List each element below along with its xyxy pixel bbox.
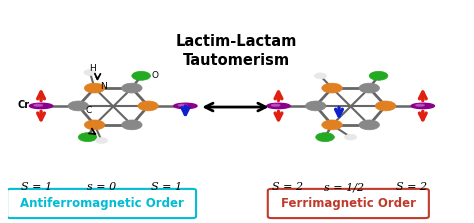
Circle shape	[122, 83, 142, 93]
Circle shape	[314, 73, 327, 79]
Ellipse shape	[178, 104, 187, 106]
Text: S = 2: S = 2	[396, 182, 427, 192]
Circle shape	[68, 101, 89, 111]
Text: S = 2: S = 2	[272, 182, 303, 192]
Text: S = 1: S = 1	[21, 182, 52, 192]
Text: S = 1: S = 1	[151, 182, 182, 192]
Circle shape	[322, 120, 342, 130]
Text: s = 0: s = 0	[87, 182, 116, 192]
Circle shape	[322, 83, 342, 93]
Text: Lactim-Lactam
Tautomerism: Lactim-Lactam Tautomerism	[176, 35, 297, 68]
Circle shape	[84, 83, 105, 93]
Text: Ferrimagnetic Order: Ferrimagnetic Order	[281, 197, 416, 210]
Ellipse shape	[272, 104, 280, 106]
Ellipse shape	[411, 103, 435, 109]
Circle shape	[84, 120, 105, 130]
Text: N: N	[100, 83, 107, 91]
FancyBboxPatch shape	[7, 189, 196, 218]
Circle shape	[84, 70, 96, 75]
Ellipse shape	[34, 104, 43, 106]
Circle shape	[138, 101, 158, 111]
Ellipse shape	[174, 103, 197, 109]
Text: Antiferromagnetic Order: Antiferromagnetic Order	[19, 197, 183, 210]
Circle shape	[78, 133, 97, 142]
Circle shape	[345, 134, 357, 140]
Circle shape	[122, 120, 142, 130]
Circle shape	[369, 71, 388, 80]
Circle shape	[132, 71, 150, 80]
Circle shape	[305, 101, 326, 111]
Ellipse shape	[267, 103, 290, 109]
Circle shape	[96, 138, 108, 143]
Text: C: C	[85, 106, 91, 115]
Ellipse shape	[416, 104, 424, 106]
FancyBboxPatch shape	[268, 189, 429, 218]
Text: Cr: Cr	[17, 100, 29, 110]
Circle shape	[375, 101, 396, 111]
Circle shape	[359, 83, 380, 93]
Text: O: O	[151, 71, 158, 80]
Ellipse shape	[29, 103, 53, 109]
Circle shape	[359, 120, 380, 130]
Text: s = 1/2: s = 1/2	[324, 182, 364, 192]
Circle shape	[316, 133, 334, 142]
Text: H: H	[89, 64, 96, 73]
